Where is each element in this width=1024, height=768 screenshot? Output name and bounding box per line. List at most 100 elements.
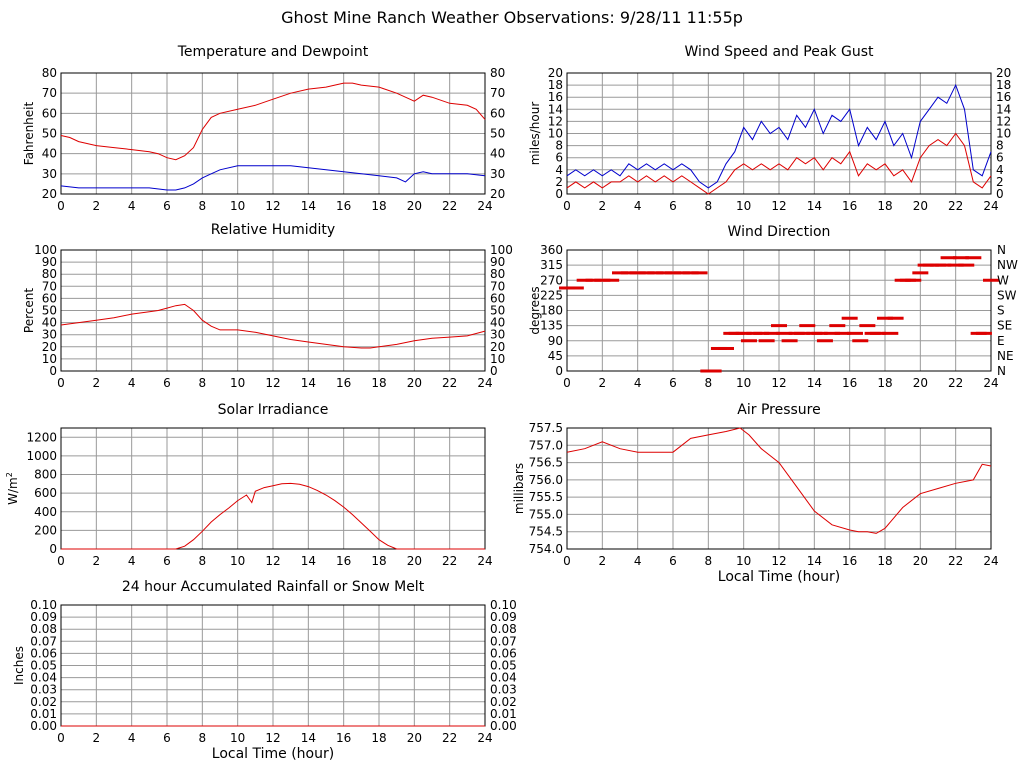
x-tick-label: 8 bbox=[705, 554, 713, 568]
x-tick-label: 10 bbox=[736, 554, 751, 568]
x-tick-label: 10 bbox=[736, 199, 751, 213]
series-line-temperature bbox=[60, 82, 486, 161]
compass-label: S bbox=[997, 304, 1005, 318]
y-tick-label-right: 0.03 bbox=[490, 683, 517, 697]
temperature-chart-title: Temperature and Dewpoint bbox=[177, 44, 369, 60]
solar-chart-title: Solar Irradiance bbox=[217, 402, 329, 418]
data-point bbox=[947, 263, 964, 267]
y-tick-label-right: 0.09 bbox=[490, 610, 517, 624]
x-tick-label: 6 bbox=[163, 731, 171, 745]
y-tick-label: 360 bbox=[540, 243, 563, 257]
y-tick-label: 50 bbox=[42, 127, 57, 141]
data-point bbox=[647, 271, 664, 275]
x-tick-label: 10 bbox=[230, 731, 245, 745]
x-tick-label: 18 bbox=[877, 554, 892, 568]
data-point bbox=[852, 339, 869, 343]
series-line-wind-speed bbox=[566, 132, 992, 195]
y-tick-label: 225 bbox=[540, 288, 563, 302]
series-line-dewpoint bbox=[60, 165, 486, 191]
data-point bbox=[811, 331, 828, 335]
y-tick-label: 0.04 bbox=[30, 671, 57, 685]
data-point bbox=[824, 331, 840, 335]
y-tick-label-right: 14 bbox=[996, 102, 1011, 116]
x-tick-label: 12 bbox=[265, 376, 280, 390]
y-tick-label: 0 bbox=[49, 364, 57, 378]
plot-frame bbox=[566, 72, 992, 195]
compass-label: NE bbox=[997, 349, 1014, 363]
y-tick-label: 0 bbox=[555, 364, 563, 378]
x-tick-label: 8 bbox=[705, 376, 713, 390]
data-point bbox=[965, 256, 982, 260]
humidity-chart-title: Relative Humidity bbox=[210, 222, 336, 238]
y-tick-label: 90 bbox=[42, 255, 57, 269]
x-tick-label: 4 bbox=[634, 199, 642, 213]
y-tick-label-right: 10 bbox=[996, 127, 1011, 141]
compass-label: SW bbox=[997, 288, 1017, 302]
y-tick-label: 0.00 bbox=[30, 719, 57, 733]
y-tick-label: 1000 bbox=[26, 449, 57, 463]
y-tick-label-right: 90 bbox=[490, 255, 505, 269]
compass-label: NW bbox=[997, 258, 1018, 272]
y-tick-label: 0.03 bbox=[30, 683, 57, 697]
x-tick-label: 16 bbox=[336, 199, 351, 213]
data-point bbox=[887, 316, 904, 320]
data-point bbox=[869, 331, 886, 335]
y-tick-label: 12 bbox=[548, 114, 563, 128]
data-point bbox=[735, 331, 752, 335]
plot-frame bbox=[566, 427, 992, 550]
y-tick-label-right: 16 bbox=[996, 90, 1011, 104]
temp-chart: Fahrenheit bbox=[22, 72, 486, 195]
x-tick-label: 6 bbox=[163, 199, 171, 213]
data-point bbox=[940, 256, 957, 260]
y-tick-label: 135 bbox=[540, 319, 563, 333]
data-point bbox=[793, 331, 810, 335]
x-tick-label: 2 bbox=[93, 554, 101, 568]
x-tick-label: 16 bbox=[842, 199, 857, 213]
x-tick-label: 20 bbox=[407, 376, 422, 390]
x-tick-label: 4 bbox=[128, 376, 136, 390]
y-tick-label: 0 bbox=[49, 542, 57, 556]
y-tick-label: 70 bbox=[42, 86, 57, 100]
x-tick-label: 18 bbox=[371, 731, 386, 745]
y-tick-label-right: 4 bbox=[996, 163, 1004, 177]
data-point bbox=[740, 339, 757, 343]
y-tick-label-right: 0.00 bbox=[490, 719, 517, 733]
data-point bbox=[912, 271, 929, 275]
data-point bbox=[859, 324, 876, 328]
data-point bbox=[691, 271, 708, 275]
x-tick-label: 10 bbox=[230, 554, 245, 568]
y-tick-label: 754.0 bbox=[529, 542, 563, 556]
x-tick-label: 22 bbox=[948, 554, 963, 568]
y-axis-label: miles/hour bbox=[528, 102, 542, 166]
x-tick-label: 24 bbox=[477, 731, 492, 745]
y-tick-label-right: 60 bbox=[490, 291, 505, 305]
wind-speed-chart-title: Wind Speed and Peak Gust bbox=[684, 44, 874, 60]
x-tick-label: 22 bbox=[442, 376, 457, 390]
data-point bbox=[612, 271, 628, 275]
series-line-peak-gust bbox=[566, 83, 992, 189]
data-point bbox=[753, 331, 770, 335]
y-tick-label-right: 2 bbox=[996, 175, 1004, 189]
data-point bbox=[905, 278, 922, 282]
y-tick-label: 756.5 bbox=[529, 456, 563, 470]
y-tick-label-right: 18 bbox=[996, 78, 1011, 92]
x-tick-label: 2 bbox=[93, 376, 101, 390]
data-point bbox=[559, 286, 575, 290]
data-point bbox=[952, 256, 969, 260]
y-tick-label-right: 12 bbox=[996, 114, 1011, 128]
x-tick-label: 20 bbox=[407, 554, 422, 568]
series-line-relative-humidity bbox=[60, 303, 486, 349]
x-tick-label: 2 bbox=[599, 554, 607, 568]
data-point bbox=[841, 316, 858, 320]
x-tick-label: 4 bbox=[128, 199, 136, 213]
y-tick-label: 14 bbox=[548, 102, 563, 116]
x-tick-label: 20 bbox=[913, 199, 928, 213]
y-tick-label: 20 bbox=[42, 340, 57, 354]
x-tick-label: 22 bbox=[948, 199, 963, 213]
data-point bbox=[846, 331, 863, 335]
x-tick-label: 14 bbox=[301, 731, 316, 745]
data-point bbox=[718, 346, 734, 350]
data-point bbox=[705, 369, 722, 373]
compass-label: SE bbox=[997, 319, 1012, 333]
y-tick-label: 70 bbox=[42, 279, 57, 293]
